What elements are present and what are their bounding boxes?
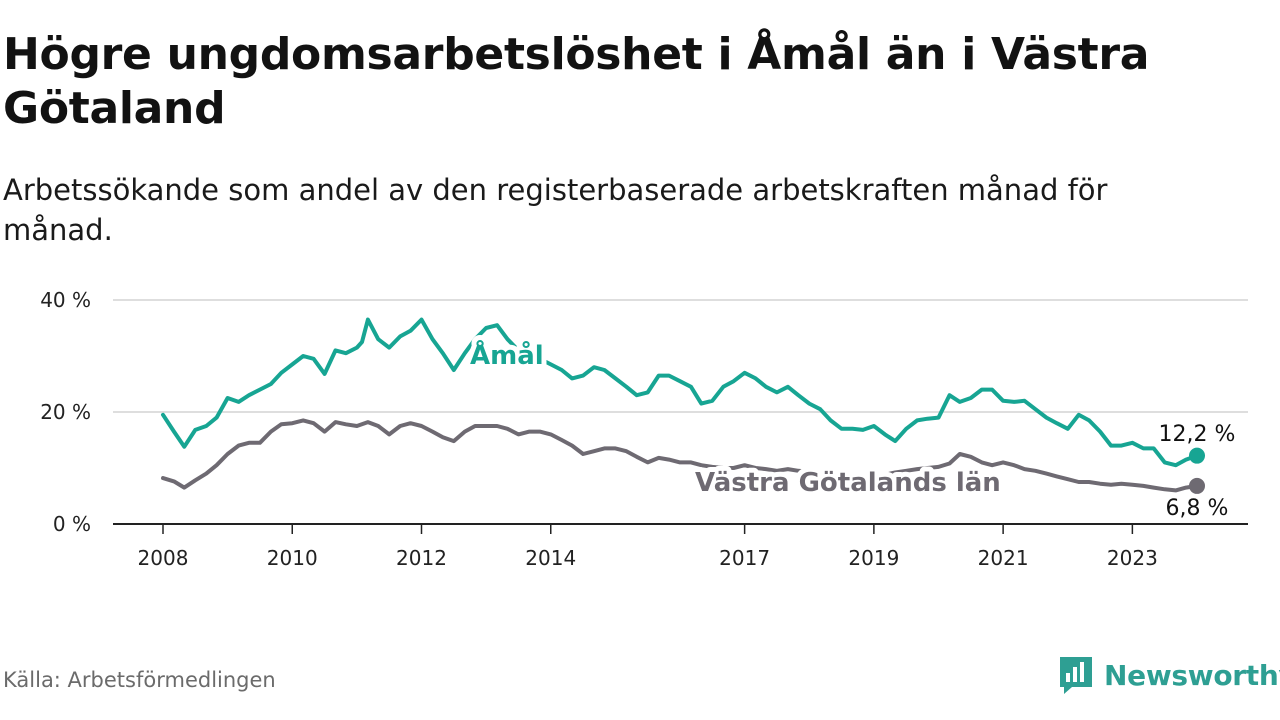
source-note: Källa: Arbetsförmedlingen bbox=[3, 668, 276, 692]
x-tick-label: 2023 bbox=[1107, 546, 1158, 570]
x-tick-label: 2012 bbox=[396, 546, 447, 570]
series-label-halo: Västra Götalands län bbox=[695, 468, 1001, 498]
series-line-vg bbox=[161, 418, 1199, 493]
chart-title: Högre ungdomsarbetslöshet i Åmål än i Vä… bbox=[3, 29, 1150, 134]
brand-name: Newsworthy bbox=[1104, 658, 1280, 692]
series-label-halo: Åmål bbox=[470, 339, 544, 371]
x-tick-label: 2008 bbox=[138, 546, 189, 570]
chart-subtitle: Arbetssökande som andel av den registerb… bbox=[3, 173, 1108, 247]
newsworthy-icon bbox=[1060, 657, 1092, 694]
x-tick-label: 2017 bbox=[719, 546, 770, 570]
x-tick-label: 2019 bbox=[848, 546, 899, 570]
series-label-vg: Västra Götalands län bbox=[695, 468, 1001, 498]
endpoint-vg bbox=[1189, 477, 1205, 494]
y-tick-label: 40 % bbox=[40, 288, 91, 312]
y-tick-label: 20 % bbox=[40, 400, 91, 424]
x-tick-label: 2021 bbox=[978, 546, 1029, 570]
x-tick-label: 2014 bbox=[525, 546, 576, 570]
series-lines bbox=[161, 317, 1205, 494]
series-line-amal bbox=[161, 317, 1199, 468]
axes: 0 % 20 % 40 % 2008 2010 2012 2014 2017 2019 2021 2… bbox=[40, 288, 1248, 570]
gridlines bbox=[113, 299, 1248, 413]
x-tick-label: 2010 bbox=[267, 546, 318, 570]
y-tick-label: 0 % bbox=[53, 512, 91, 536]
series-label-amal: Åmål bbox=[470, 339, 544, 371]
brand-logo: Newsworthy bbox=[1058, 653, 1280, 697]
endpoint-amal bbox=[1189, 447, 1205, 464]
end-label-amal: 12,2 % bbox=[1159, 422, 1236, 447]
end-label-vg: 6,8 % bbox=[1166, 496, 1229, 521]
